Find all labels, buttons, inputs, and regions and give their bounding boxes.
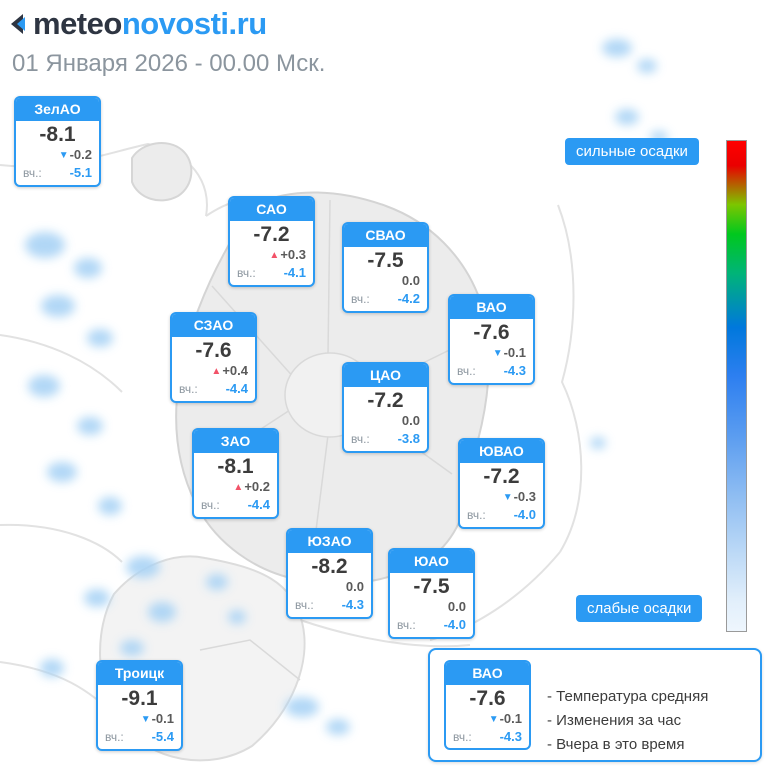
yesterday-label: вч.: — [295, 597, 314, 612]
legend-line-yesterday: - Вчера в это время — [547, 736, 685, 753]
trend-down-icon: ▼ — [492, 348, 503, 360]
yesterday-value: -4.1 — [283, 264, 306, 280]
trend-up-icon: ▲ — [233, 482, 244, 494]
legend-descriptions: - Температура средняя - Изменения за час… — [547, 688, 709, 753]
yesterday-value: -4.4 — [247, 496, 270, 512]
change-value: +0.4 — [222, 363, 248, 379]
yesterday-label: вч.: — [179, 381, 198, 396]
district-name: ЗелАО — [16, 98, 99, 121]
district-name: СЗАО — [172, 314, 255, 337]
temperature: -7.6 — [473, 321, 510, 344]
logo-icon — [11, 14, 25, 34]
change-value: -0.1 — [151, 711, 174, 727]
district-name: ВАО — [450, 296, 533, 319]
district-card-sao[interactable]: САО -7.2 ▲+0.3 вч.: -4.1 — [228, 196, 315, 287]
district-name: САО — [230, 198, 313, 221]
district-card-szao[interactable]: СЗАО -7.6 ▲+0.4 вч.: -4.4 — [170, 312, 257, 403]
district-name: СВАО — [344, 224, 427, 247]
yesterday-label: вч.: — [351, 291, 370, 306]
change-value: +0.2 — [244, 479, 270, 495]
change-value: +0.3 — [280, 247, 306, 263]
district-card-yuvao[interactable]: ЮВАО -7.2 ▼-0.3 вч.: -4.0 — [458, 438, 545, 529]
district-card-svao[interactable]: СВАО -7.5 0.0 вч.: -4.2 — [342, 222, 429, 313]
temperature: -7.2 — [367, 389, 404, 412]
temperature: -7.6 — [195, 339, 232, 362]
yesterday-label: вч.: — [453, 729, 472, 744]
temperature: -7.5 — [367, 249, 404, 272]
change-value: 0.0 — [345, 579, 364, 595]
legend-example-card: ВАО -7.6 ▼-0.1 вч.: -4.3 — [444, 660, 531, 750]
district-name: Троицк — [98, 662, 181, 685]
change-value: 0.0 — [401, 413, 420, 429]
trend-down-icon: ▼ — [58, 150, 69, 162]
change-value: -0.1 — [503, 345, 526, 361]
logo-text-novosti: novosti.ru — [121, 6, 267, 41]
district-card-zao[interactable]: ЗАО -8.1 ▲+0.2 вч.: -4.4 — [192, 428, 279, 519]
district-name: ЮАО — [390, 550, 473, 573]
change-value: 0.0 — [401, 273, 420, 289]
yesterday-label: вч.: — [467, 507, 486, 522]
district-card-troitsk[interactable]: Троицк -9.1 ▼-0.1 вч.: -5.4 — [96, 660, 183, 751]
yesterday-value: -4.0 — [513, 506, 536, 522]
yesterday-label: вч.: — [23, 165, 42, 180]
temperature: -8.2 — [311, 555, 348, 578]
trend-up-icon: ▲ — [269, 250, 280, 262]
legend-box: ВАО -7.6 ▼-0.1 вч.: -4.3 - Температура ср… — [428, 648, 762, 762]
precip-color-scale — [726, 140, 747, 632]
yesterday-value: -5.4 — [151, 728, 174, 744]
district-name: ЮВАО — [460, 440, 543, 463]
temperature: -7.2 — [253, 223, 290, 246]
yesterday-value: -4.4 — [225, 380, 248, 396]
temperature: -7.5 — [413, 575, 450, 598]
site-logo[interactable]: meteonovosti.ru — [10, 6, 325, 42]
date-time: 01 Января 2026 - 00.00 Мск. — [12, 50, 326, 77]
yesterday-value: -5.1 — [69, 164, 92, 180]
change-value: 0.0 — [447, 599, 466, 615]
trend-up-icon: ▲ — [211, 366, 222, 378]
district-card-zelao[interactable]: ЗелАО -8.1 ▼-0.2 вч.: -5.1 — [14, 96, 101, 187]
yesterday-label: вч.: — [351, 431, 370, 446]
temperature: -8.1 — [39, 123, 76, 146]
legend-line-temp: - Температура средняя — [547, 688, 709, 705]
district-name: ЦАО — [344, 364, 427, 387]
yesterday-value: -4.2 — [397, 290, 420, 306]
legend-line-change: - Изменения за час — [547, 712, 682, 729]
change-value: -0.2 — [69, 147, 92, 163]
yesterday-value: -4.0 — [443, 616, 466, 632]
temperature: -8.1 — [217, 455, 254, 478]
yesterday-label: вч.: — [397, 617, 416, 632]
change-value: -0.1 — [499, 711, 522, 727]
trend-down-icon: ▼ — [488, 714, 499, 726]
yesterday-label: вч.: — [105, 729, 124, 744]
temperature: -7.2 — [483, 465, 520, 488]
district-name: ВАО — [446, 662, 529, 685]
district-card-yuao[interactable]: ЮАО -7.5 0.0 вч.: -4.0 — [388, 548, 475, 639]
yesterday-value: -4.3 — [503, 362, 526, 378]
district-card-cao[interactable]: ЦАО -7.2 0.0 вч.: -3.8 — [342, 362, 429, 453]
yesterday-label: вч.: — [201, 497, 220, 512]
district-name: ЮЗАО — [288, 530, 371, 553]
district-card-vao[interactable]: ВАО -7.6 ▼-0.1 вч.: -4.3 — [448, 294, 535, 385]
strong-precip-label: сильные осадки — [565, 138, 699, 165]
district-name: ЗАО — [194, 430, 277, 453]
header: meteonovosti.ru 01 Января 2026 - 00.00 М… — [10, 6, 325, 78]
yesterday-label: вч.: — [237, 265, 256, 280]
temperature: -9.1 — [121, 687, 158, 710]
trend-down-icon: ▼ — [502, 492, 513, 504]
change-value: -0.3 — [513, 489, 536, 505]
temperature: -7.6 — [469, 687, 506, 710]
weak-precip-label: слабые осадки — [576, 595, 703, 622]
logo-text-meteo: meteo — [33, 6, 122, 41]
district-card-yuzao[interactable]: ЮЗАО -8.2 0.0 вч.: -4.3 — [286, 528, 373, 619]
yesterday-value: -4.3 — [499, 728, 522, 744]
yesterday-value: -4.3 — [341, 596, 364, 612]
trend-down-icon: ▼ — [140, 714, 151, 726]
yesterday-label: вч.: — [457, 363, 476, 378]
yesterday-value: -3.8 — [397, 430, 420, 446]
